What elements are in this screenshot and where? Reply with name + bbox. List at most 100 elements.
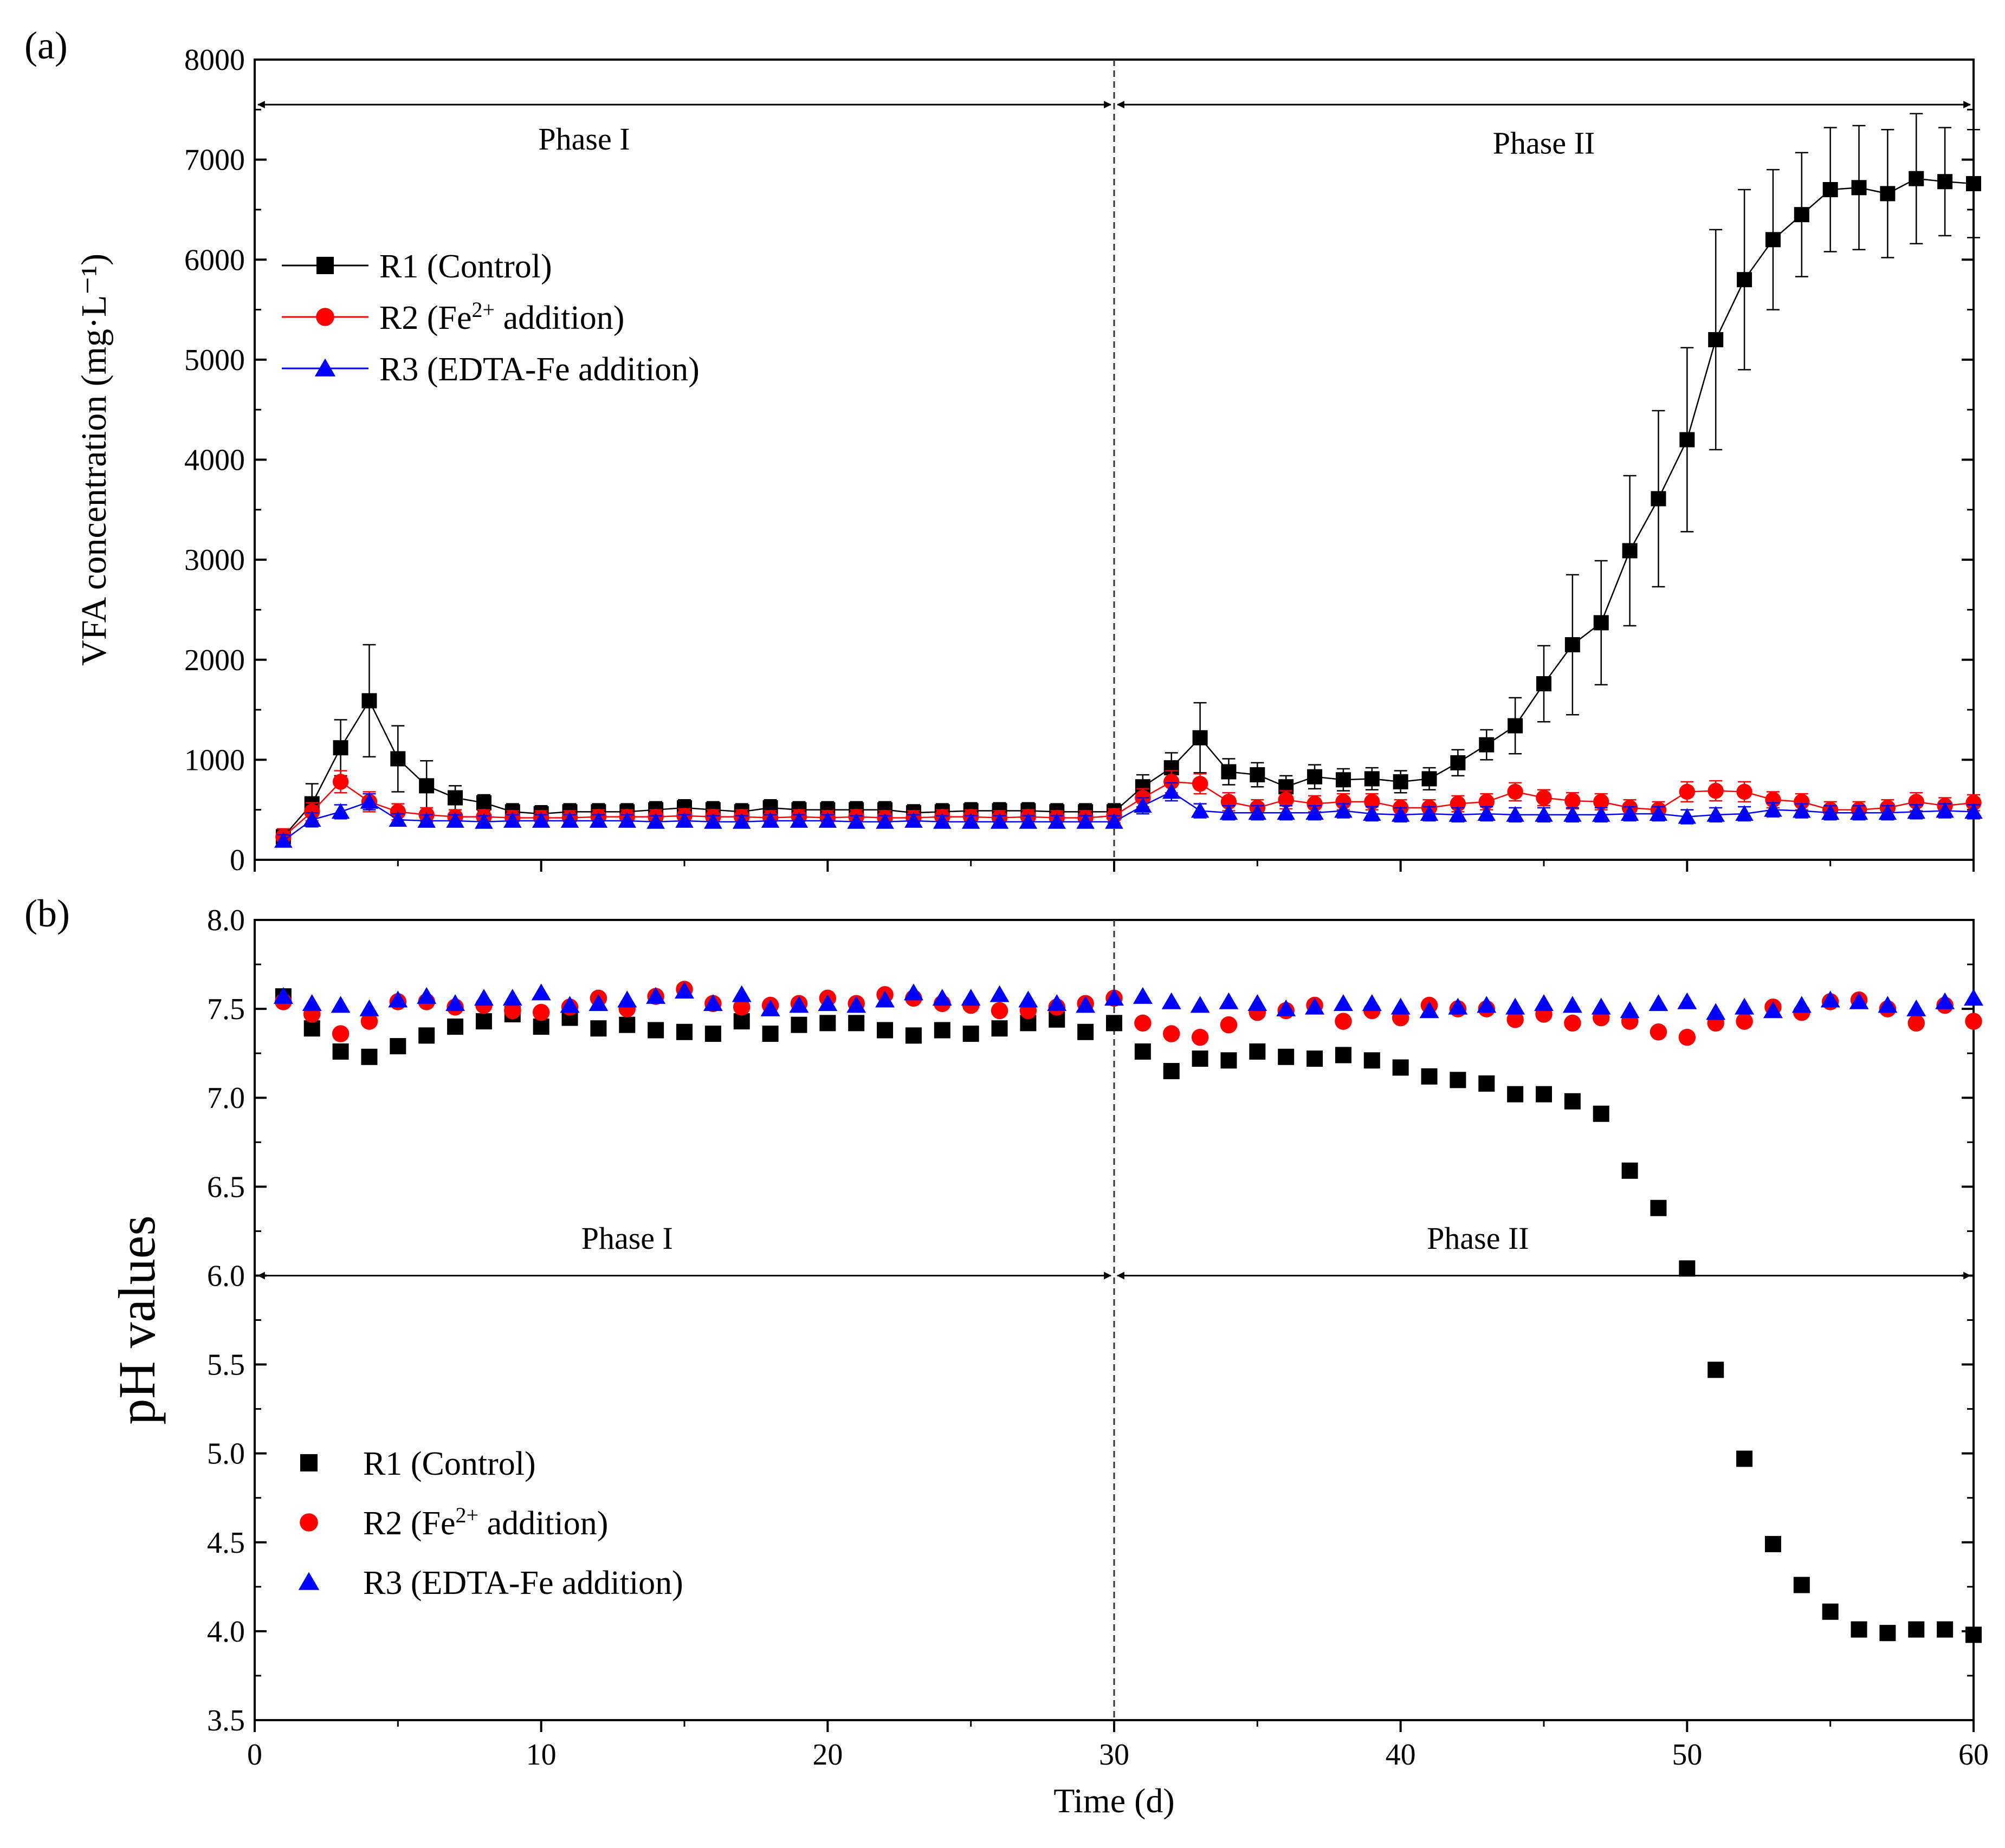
data-point-marker: [333, 740, 348, 756]
data-point-marker: [1794, 207, 1809, 223]
data-point-marker: [1220, 1052, 1237, 1069]
legend-entry-r1: R1 (Control): [282, 248, 552, 285]
data-point-marker: [532, 1003, 550, 1021]
data-point-marker: [904, 812, 923, 828]
data-point-marker: [1966, 176, 1981, 191]
data-point-marker: [390, 1038, 406, 1055]
y-tick-label: 0: [230, 844, 245, 877]
y-tick-label: 2000: [184, 644, 245, 677]
data-point-marker: [1134, 797, 1152, 813]
data-point-marker: [1736, 783, 1752, 800]
data-point-marker: [1794, 794, 1810, 810]
legend-entry-r1: R1 (Control): [300, 1445, 536, 1482]
data-point-marker: [1335, 772, 1351, 788]
data-point-marker: [475, 813, 493, 829]
data-point-marker: [1822, 182, 1838, 198]
data-point-marker: [1477, 996, 1497, 1013]
data-point-marker: [1278, 792, 1294, 808]
data-point-marker: [675, 812, 694, 828]
legend-label: R1 (Control): [363, 1445, 536, 1482]
data-point-marker: [474, 989, 494, 1006]
data-point-marker: [1821, 804, 1840, 820]
data-point-marker: [1591, 997, 1611, 1015]
data-point-marker: [933, 813, 952, 829]
data-point-marker: [1191, 802, 1210, 818]
y-tick-label: 8.0: [207, 904, 245, 937]
x-tick-label: 30: [1099, 1738, 1129, 1772]
data-point-marker: [846, 996, 866, 1013]
panel-label: (a): [24, 24, 68, 67]
y-tick-label: 5.0: [207, 1437, 245, 1471]
data-point-marker: [1219, 992, 1239, 1009]
data-point-marker: [991, 1002, 1008, 1020]
data-point-marker: [1564, 637, 1580, 653]
data-point-marker: [1592, 806, 1611, 822]
data-point-marker: [1706, 1003, 1726, 1020]
data-point-marker: [905, 1027, 922, 1044]
data-point-marker: [504, 1002, 521, 1020]
x-tick-label: 0: [247, 1738, 262, 1772]
y-tick-label: 6.5: [207, 1170, 245, 1204]
data-point-marker: [1363, 805, 1381, 821]
data-point-marker: [389, 811, 408, 827]
legend-marker: [300, 1454, 318, 1471]
data-point-marker: [703, 994, 723, 1011]
data-point-marker: [761, 812, 780, 828]
series-r2: [275, 770, 1982, 846]
data-point-marker: [1133, 987, 1153, 1004]
data-point-marker: [589, 812, 608, 828]
y-tick-label: 1000: [184, 743, 245, 777]
data-point-marker: [1909, 171, 1924, 186]
data-point-marker: [1307, 769, 1323, 784]
data-point-marker: [1305, 804, 1324, 820]
legend-entry-r3: R3 (EDTA-Fe addition): [282, 351, 700, 388]
data-point-marker: [1678, 808, 1697, 824]
data-point-marker: [1047, 813, 1066, 829]
data-point-marker: [1563, 806, 1582, 822]
data-point-marker: [1708, 1361, 1724, 1378]
data-point-marker: [1105, 813, 1123, 829]
data-point-marker: [332, 1043, 349, 1060]
data-point-marker: [1820, 990, 1840, 1008]
data-point-marker: [1764, 1536, 1781, 1553]
data-point-marker: [273, 987, 293, 1004]
data-point-marker: [1622, 543, 1638, 559]
data-point-marker: [1249, 1043, 1266, 1060]
data-point-marker: [1535, 806, 1553, 822]
series-r3: [274, 782, 1983, 848]
x-axis-title: Time (d): [1053, 1781, 1174, 1820]
data-point-marker: [1478, 1075, 1495, 1092]
data-point-marker: [1735, 997, 1755, 1015]
data-point-marker: [360, 1013, 378, 1030]
data-point-marker: [331, 803, 350, 819]
legend-label: R3 (EDTA-Fe addition): [379, 351, 700, 388]
legend-marker: [316, 257, 334, 274]
data-point-marker: [791, 1016, 807, 1033]
data-point-marker: [1335, 794, 1351, 810]
data-point-marker: [1706, 806, 1725, 822]
data-point-marker: [1620, 1001, 1640, 1019]
y-tick-label: 7.0: [207, 1081, 245, 1115]
y-tick-label: 4.5: [207, 1526, 245, 1560]
data-point-marker: [1936, 802, 1954, 818]
x-tick-label: 20: [812, 1738, 843, 1772]
data-point-marker: [1019, 813, 1038, 829]
data-point-marker: [1679, 1260, 1696, 1277]
legend-entry-r2: R2 (Fe2+ addition): [300, 1503, 608, 1542]
data-point-marker: [1305, 997, 1325, 1015]
data-point-marker: [1219, 804, 1238, 820]
data-point-marker: [560, 812, 579, 828]
data-point-marker: [1849, 804, 1868, 820]
data-point-marker: [1479, 737, 1495, 753]
data-point-marker: [502, 989, 522, 1006]
legend-label: R3 (EDTA-Fe addition): [363, 1565, 683, 1601]
data-point-marker: [1822, 1603, 1839, 1620]
data-point-marker: [1076, 813, 1095, 829]
y-tick-label: 7.5: [207, 993, 245, 1026]
data-point-marker: [1363, 1052, 1380, 1069]
data-point-marker: [1765, 792, 1781, 808]
data-point-marker: [361, 693, 377, 709]
data-point-marker: [446, 812, 464, 828]
data-point-marker: [1364, 794, 1380, 810]
